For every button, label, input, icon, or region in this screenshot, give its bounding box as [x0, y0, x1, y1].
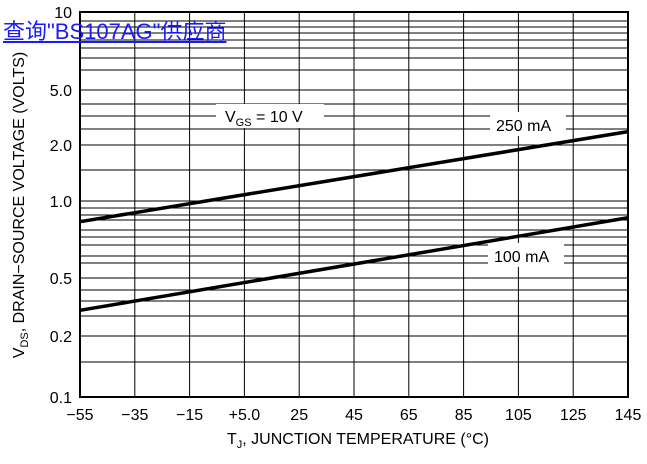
y-tick-label: 10 — [54, 5, 72, 22]
y-tick-label: 1.0 — [50, 194, 72, 211]
vgs-annotation: VGS = 10 V — [216, 104, 324, 129]
x-axis-title: TJ, JUNCTION TEMPERATURE (°C) — [227, 431, 489, 451]
grid — [80, 11, 628, 397]
y-tick-label: 0.2 — [50, 329, 72, 346]
supplier-query-link[interactable]: 查询"BS107AG"供应商 — [3, 19, 227, 44]
plot-frame — [79, 11, 629, 398]
series-label-bg-0 — [490, 112, 566, 136]
y-tick-label: 0.5 — [50, 271, 72, 288]
x-tick-label: 145 — [615, 407, 642, 424]
svg-text:VGS = 10 V: VGS = 10 V — [225, 109, 303, 129]
y-tick-labels: 0.1 0.2 0.5 1.0 2.0 5.0 10 — [50, 5, 72, 407]
x-tick-label: 65 — [400, 407, 418, 424]
x-tick-label: 105 — [505, 407, 532, 424]
x-tick-label: +5.0 — [229, 407, 261, 424]
x-tick-labels: −55 −35 −15 +5.0 25 45 65 85 105 125 145 — [66, 407, 641, 424]
series-label-bg-1 — [488, 243, 564, 267]
series-label-0: 250 mA — [496, 118, 551, 135]
series-lines — [79, 129, 629, 313]
y-tick-label: 5.0 — [50, 83, 72, 100]
y-tick-label: 2.0 — [50, 138, 72, 155]
series-label-1: 100 mA — [494, 249, 549, 266]
x-tick-label: −55 — [66, 407, 93, 424]
x-tick-label: 125 — [560, 407, 587, 424]
x-tick-label: 85 — [455, 407, 473, 424]
series-line-0 — [79, 129, 629, 224]
x-tick-label: 25 — [290, 407, 308, 424]
series-labels: 250 mA 100 mA — [488, 112, 566, 267]
x-tick-label: 45 — [345, 407, 363, 424]
series-line-1 — [79, 216, 629, 313]
x-tick-label: −35 — [121, 407, 148, 424]
x-tick-label: −15 — [176, 407, 203, 424]
plot-border — [79, 11, 629, 398]
y-axis-title: VDS, DRAIN−SOURCE VOLTAGE (VOLTS) — [11, 52, 31, 358]
y-tick-label: 0.1 — [50, 390, 72, 407]
